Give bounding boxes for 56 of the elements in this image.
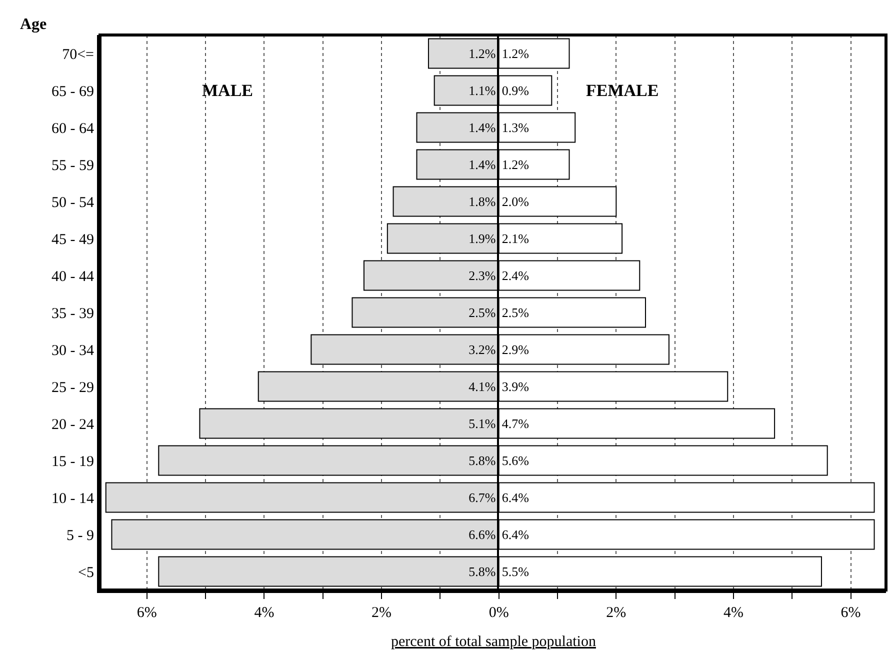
data-label: 4.7% — [502, 416, 530, 431]
y-tick-label: 10 - 14 — [52, 490, 94, 507]
data-label: 1.2% — [502, 46, 530, 61]
y-tick-label: 35 - 39 — [52, 306, 94, 322]
data-label: 2.0% — [502, 194, 530, 209]
data-label: 4.1% — [468, 379, 496, 394]
y-tick-label: <5 — [78, 564, 94, 581]
data-label: 2.1% — [502, 231, 530, 246]
data-label: 1.2% — [502, 157, 530, 172]
x-tick-label: 4% — [723, 605, 744, 621]
data-label: 1.2% — [468, 46, 496, 61]
y-tick-label: 50 - 54 — [52, 194, 94, 211]
y-tick-label: 30 - 34 — [52, 342, 94, 359]
data-label: 1.1% — [468, 83, 496, 98]
data-label: 5.1% — [468, 416, 496, 431]
data-label: 3.2% — [468, 342, 496, 357]
data-label: 2.3% — [468, 268, 496, 283]
data-label: 1.9% — [468, 231, 496, 246]
series-label: FEMALE — [586, 81, 659, 100]
x-tick-label: 2% — [372, 605, 392, 621]
data-label: 3.9% — [502, 379, 530, 394]
data-label: 1.4% — [468, 120, 496, 135]
y-tick-label: 60 - 64 — [52, 120, 94, 137]
data-label: 6.4% — [502, 527, 530, 542]
data-label: 5.6% — [502, 453, 530, 468]
x-tick-label: 2% — [606, 605, 626, 621]
x-axis-title: percent of total sample population — [391, 634, 596, 650]
text: MALE — [202, 81, 253, 100]
data-label: 2.5% — [502, 305, 530, 320]
data-label: 1.4% — [468, 157, 496, 172]
data-label: 6.6% — [468, 527, 496, 542]
y-tick-label: 55 - 59 — [52, 158, 94, 174]
x-tick-label: 6% — [840, 605, 861, 621]
y-tick-label: 20 - 24 — [52, 416, 94, 433]
data-label: 6.4% — [502, 490, 530, 505]
data-label: 0.9% — [502, 83, 530, 98]
y-tick-label: 40 - 44 — [52, 268, 94, 285]
y-tick-label: 70<= — [62, 46, 94, 63]
data-label: 1.8% — [468, 194, 496, 209]
x-tick-label: 6% — [136, 605, 157, 621]
data-label: 5.8% — [468, 453, 496, 468]
y-tick-label: 25 - 29 — [52, 380, 94, 396]
data-label: 5.5% — [502, 564, 530, 579]
data-label: 2.5% — [468, 305, 496, 320]
x-tick-label: 0% — [488, 605, 509, 621]
data-label: 5.8% — [468, 564, 496, 579]
y-tick-label: 5 - 9 — [66, 528, 94, 544]
data-label: 6.7% — [468, 490, 496, 505]
y-tick-label: 45 - 49 — [52, 232, 94, 248]
y-tick-label: 15 - 19 — [52, 454, 94, 470]
x-tick-label: 4% — [254, 605, 274, 621]
data-label: 2.9% — [502, 342, 530, 357]
y-axis-title: Age — [20, 16, 47, 33]
data-label: 1.3% — [502, 120, 530, 135]
data-label: 2.4% — [502, 268, 530, 283]
y-tick-label: 65 - 69 — [52, 84, 94, 100]
